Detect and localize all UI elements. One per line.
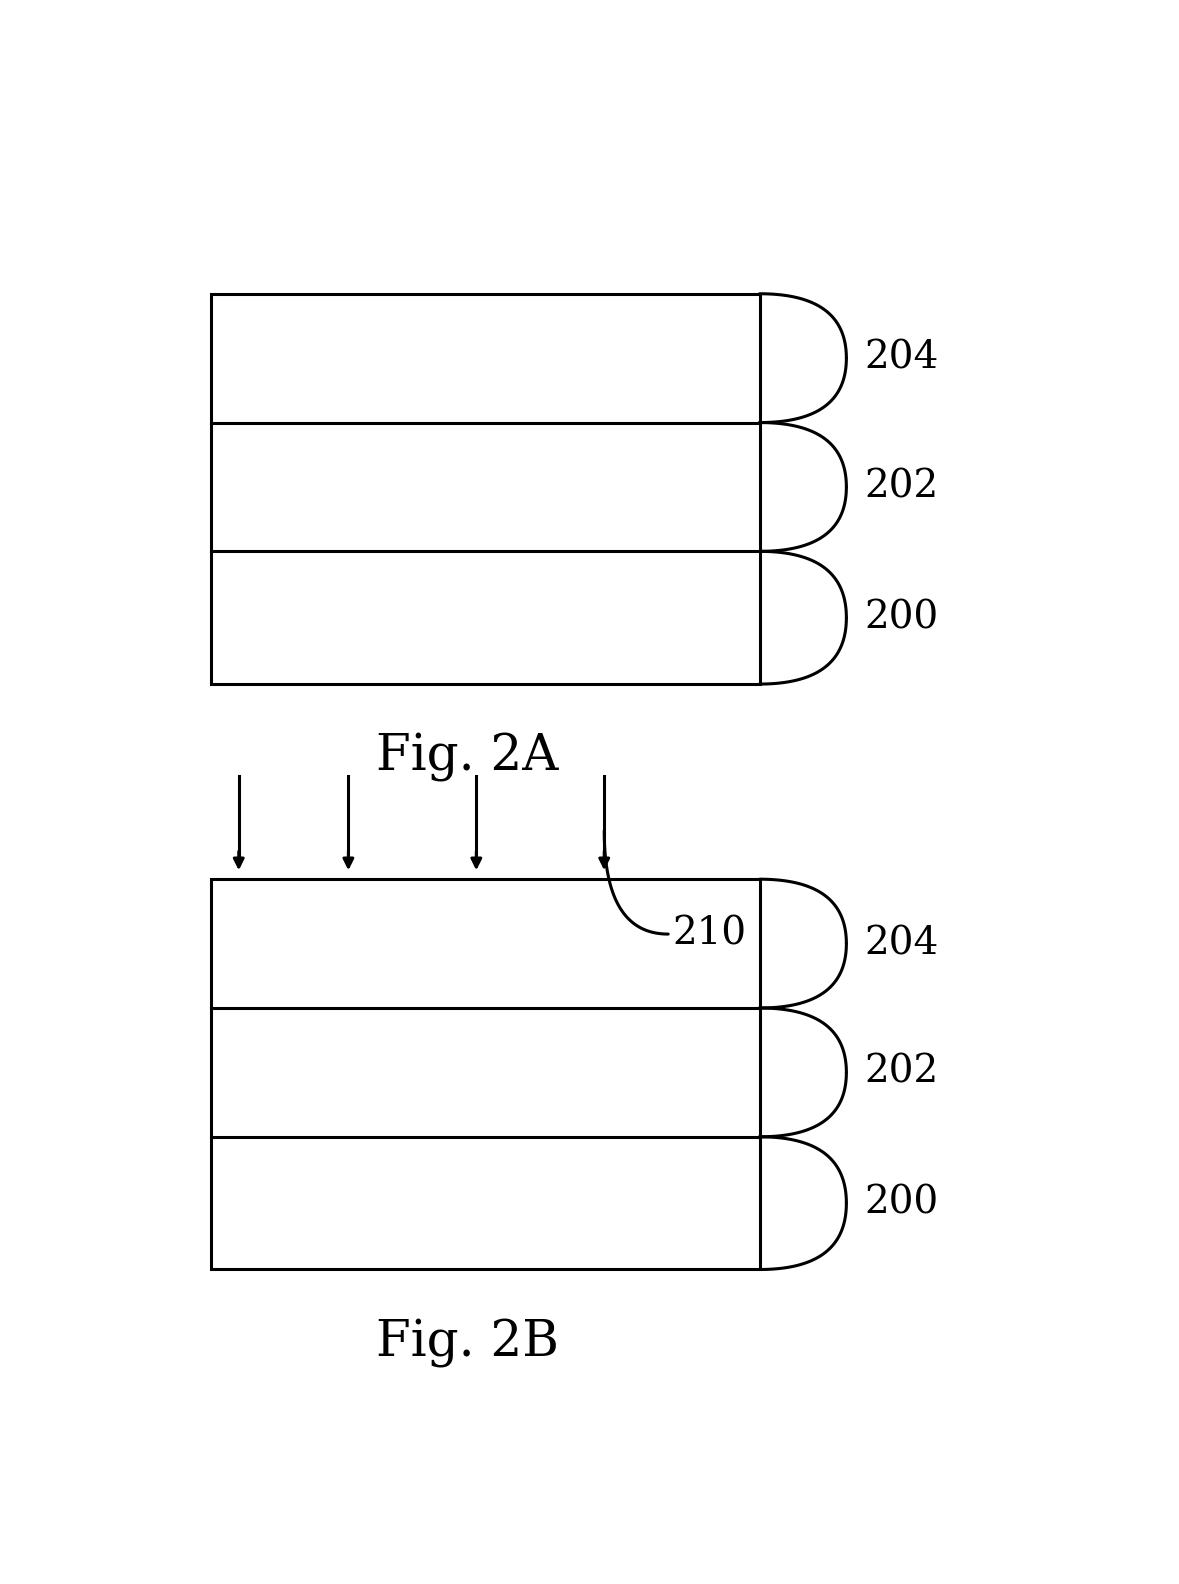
Bar [211, 879, 759, 1269]
Text: Fig. 2A: Fig. 2A [376, 733, 559, 782]
Text: 204: 204 [864, 925, 938, 961]
Text: 200: 200 [864, 599, 938, 637]
Text: 202: 202 [864, 1053, 938, 1091]
Text: 204: 204 [864, 339, 938, 377]
Text: 210: 210 [673, 916, 746, 952]
Text: Fig. 2B: Fig. 2B [376, 1318, 559, 1367]
Bar [211, 293, 759, 684]
Text: 200: 200 [864, 1185, 938, 1221]
Text: 202: 202 [864, 469, 938, 505]
